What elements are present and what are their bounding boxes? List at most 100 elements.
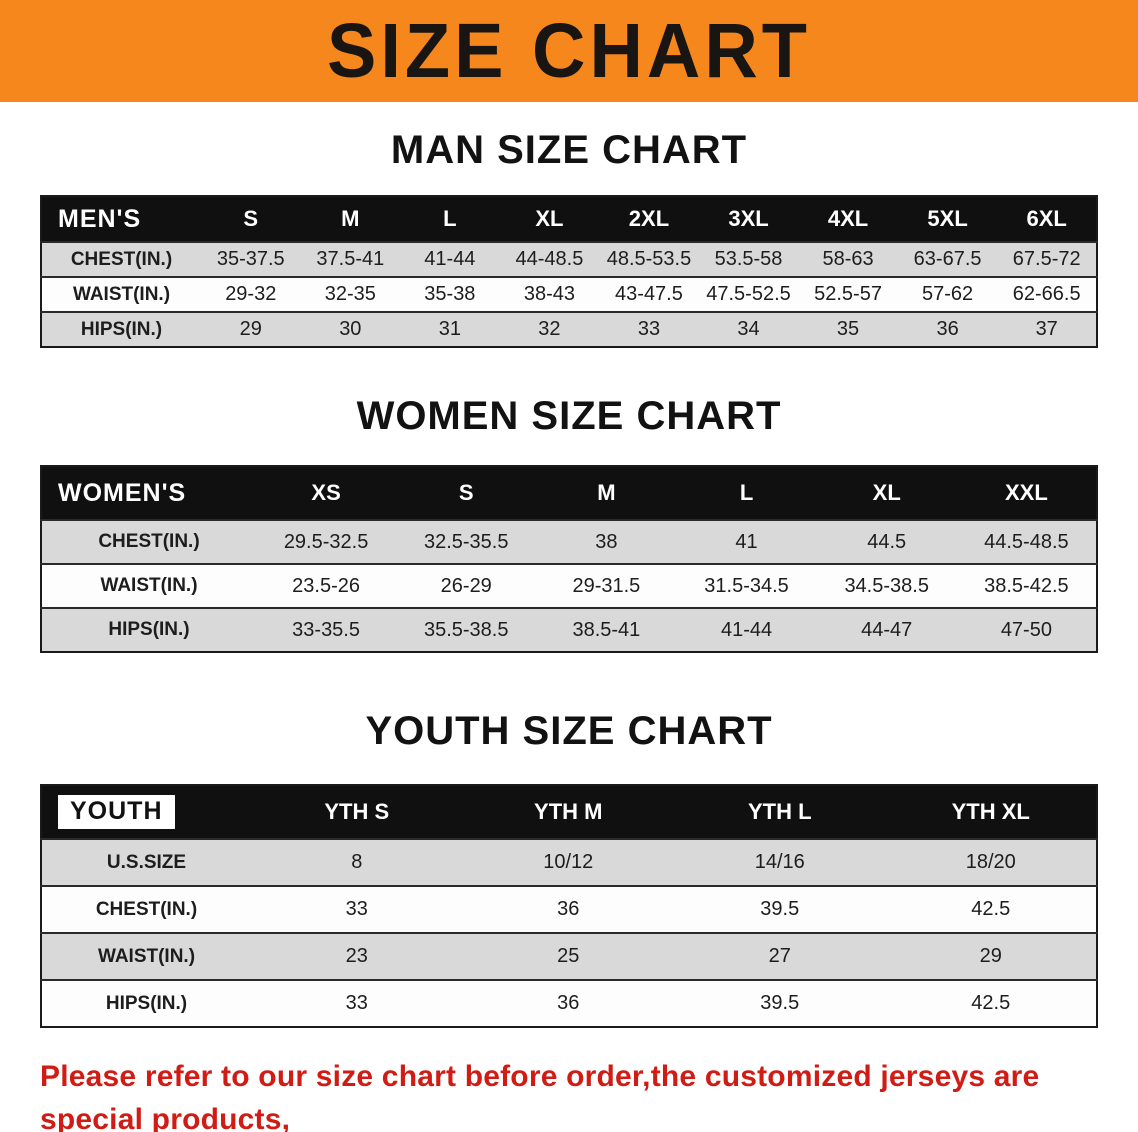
size-value: 38 xyxy=(536,519,677,564)
column-header: XL xyxy=(816,466,957,520)
size-value: 62-66.5 xyxy=(997,276,1097,312)
size-value: 42.5 xyxy=(885,885,1097,933)
size-value: 58-63 xyxy=(798,241,898,277)
size-value: 32-35 xyxy=(300,276,401,312)
size-value: 42.5 xyxy=(885,979,1097,1027)
size-value: 29.5-32.5 xyxy=(256,519,397,564)
footer-note: Please refer to our size chart before or… xyxy=(40,1056,1138,1132)
row-label: CHEST(IN.) xyxy=(41,241,201,277)
size-value: 44.5-48.5 xyxy=(956,519,1097,564)
column-header: 5XL xyxy=(897,196,998,242)
size-value: 30 xyxy=(300,311,401,347)
size-value: 29 xyxy=(885,932,1097,980)
size-value: 39.5 xyxy=(674,979,886,1027)
row-label: WAIST(IN.) xyxy=(41,276,201,312)
table-row: U.S.SIZE 8 10/12 14/16 18/20 xyxy=(41,838,1097,886)
column-header: S xyxy=(396,466,537,520)
banner: SIZE CHART xyxy=(0,0,1138,102)
size-value: 33 xyxy=(251,979,463,1027)
size-table-head: WOMEN'S XS S M L XL XXL xyxy=(41,466,1097,520)
column-header: 2XL xyxy=(599,196,699,242)
column-header: L xyxy=(400,196,500,242)
size-table: MEN'S S M L XL 2XL 3XL 4XL 5XL 6XL CHEST(IN.) 35-37… xyxy=(40,195,1098,348)
table-corner-label: YOUTH xyxy=(41,785,251,839)
header-row: YOUTH YTH S YTH M YTH L YTH XL xyxy=(41,785,1097,839)
size-value: 36 xyxy=(462,979,674,1027)
section-heading: MAN SIZE CHART xyxy=(390,128,748,172)
table-row: WAIST(IN.) 29-32 32-35 35-38 38-43 43-47.5 47.… xyxy=(41,276,1097,312)
column-header: 4XL xyxy=(798,196,898,242)
size-value: 35.5-38.5 xyxy=(396,607,537,652)
size-table: YOUTH YTH S YTH M YTH L YTH XL U.S.SIZE 8 10/12… xyxy=(40,784,1098,1028)
size-value: 44-47 xyxy=(816,607,957,652)
size-value: 26-29 xyxy=(396,563,537,608)
size-value: 14/16 xyxy=(674,838,886,886)
column-header: 3XL xyxy=(698,196,799,242)
row-label: WAIST(IN.) xyxy=(41,563,256,608)
column-header: YTH L xyxy=(674,785,886,839)
size-value: 23 xyxy=(251,932,463,980)
size-value: 35 xyxy=(798,311,898,347)
size-value: 8 xyxy=(251,838,463,886)
size-value: 37 xyxy=(997,311,1097,347)
table-row: CHEST(IN.) 29.5-32.5 32.5-35.5 38 41 44.5 44.5… xyxy=(41,519,1097,564)
column-header: XL xyxy=(499,196,600,242)
size-value: 47-50 xyxy=(956,607,1097,652)
section-heading: WOMEN SIZE CHART xyxy=(356,394,782,438)
size-value: 33-35.5 xyxy=(256,607,397,652)
size-value: 33 xyxy=(599,311,699,347)
size-value: 41-44 xyxy=(676,607,817,652)
size-value: 29 xyxy=(201,311,301,347)
table-corner-label: MEN'S xyxy=(41,196,201,242)
table-row: WAIST(IN.) 23.5-26 26-29 29-31.5 31.5-34.5 34… xyxy=(41,563,1097,608)
column-header: S xyxy=(201,196,301,242)
size-value: 57-62 xyxy=(897,276,998,312)
table-row: WAIST(IN.) 23 25 27 29 xyxy=(41,932,1097,980)
table-row: CHEST(IN.) 35-37.5 37.5-41 41-44 44-48.5 48.5… xyxy=(41,241,1097,277)
size-value: 41-44 xyxy=(400,241,500,277)
row-label: U.S.SIZE xyxy=(41,838,251,886)
size-value: 39.5 xyxy=(674,885,886,933)
sections: MAN SIZE CHART MEN'S S M L XL 2XL 3XL 4XL 5XL 6XL C… xyxy=(0,128,1138,1028)
column-header: M xyxy=(300,196,401,242)
size-table-body: CHEST(IN.) 35-37.5 37.5-41 41-44 44-48.5 48.5… xyxy=(41,241,1097,347)
size-table-body: CHEST(IN.) 29.5-32.5 32.5-35.5 38 41 44.5 44.5… xyxy=(41,519,1097,652)
size-chart-section: MAN SIZE CHART MEN'S S M L XL 2XL 3XL 4XL 5XL 6XL C… xyxy=(0,128,1138,348)
size-value: 38.5-41 xyxy=(536,607,677,652)
section-heading: YOUTH SIZE CHART xyxy=(365,709,773,753)
table-corner-label: WOMEN'S xyxy=(41,466,256,520)
size-value: 34.5-38.5 xyxy=(816,563,957,608)
size-value: 35-37.5 xyxy=(201,241,301,277)
size-value: 31 xyxy=(400,311,500,347)
column-header: YTH S xyxy=(251,785,463,839)
size-value: 37.5-41 xyxy=(300,241,401,277)
size-value: 36 xyxy=(462,885,674,933)
row-label: CHEST(IN.) xyxy=(41,885,251,933)
size-value: 27 xyxy=(674,932,886,980)
row-label: CHEST(IN.) xyxy=(41,519,256,564)
table-row: CHEST(IN.) 33 36 39.5 42.5 xyxy=(41,885,1097,933)
size-value: 38.5-42.5 xyxy=(956,563,1097,608)
size-table-head: MEN'S S M L XL 2XL 3XL 4XL 5XL 6XL xyxy=(41,196,1097,242)
size-value: 18/20 xyxy=(885,838,1097,886)
table-corner-text: YOUTH xyxy=(58,795,175,829)
size-chart-section: YOUTH SIZE CHART YOUTH YTH S YTH M YTH L YTH … xyxy=(0,709,1138,1028)
size-value: 29-32 xyxy=(201,276,301,312)
size-value: 38-43 xyxy=(499,276,600,312)
size-value: 32 xyxy=(499,311,600,347)
size-value: 36 xyxy=(897,311,998,347)
column-header: XXL xyxy=(956,466,1097,520)
column-header: XS xyxy=(256,466,397,520)
size-table-body: U.S.SIZE 8 10/12 14/16 18/20 CHEST(IN.) 33 36 39… xyxy=(41,838,1097,1027)
size-value: 29-31.5 xyxy=(536,563,677,608)
size-table-head: YOUTH YTH S YTH M YTH L YTH XL xyxy=(41,785,1097,839)
size-chart-section: WOMEN SIZE CHART WOMEN'S XS S M L XL XXL CHEST(I… xyxy=(0,394,1138,653)
row-label: HIPS(IN.) xyxy=(41,607,256,652)
column-header: YTH M xyxy=(462,785,674,839)
size-value: 33 xyxy=(251,885,463,933)
table-row: HIPS(IN.) 33-35.5 35.5-38.5 38.5-41 41-44 44-… xyxy=(41,607,1097,652)
size-value: 44.5 xyxy=(816,519,957,564)
size-value: 53.5-58 xyxy=(698,241,799,277)
size-value: 32.5-35.5 xyxy=(396,519,537,564)
